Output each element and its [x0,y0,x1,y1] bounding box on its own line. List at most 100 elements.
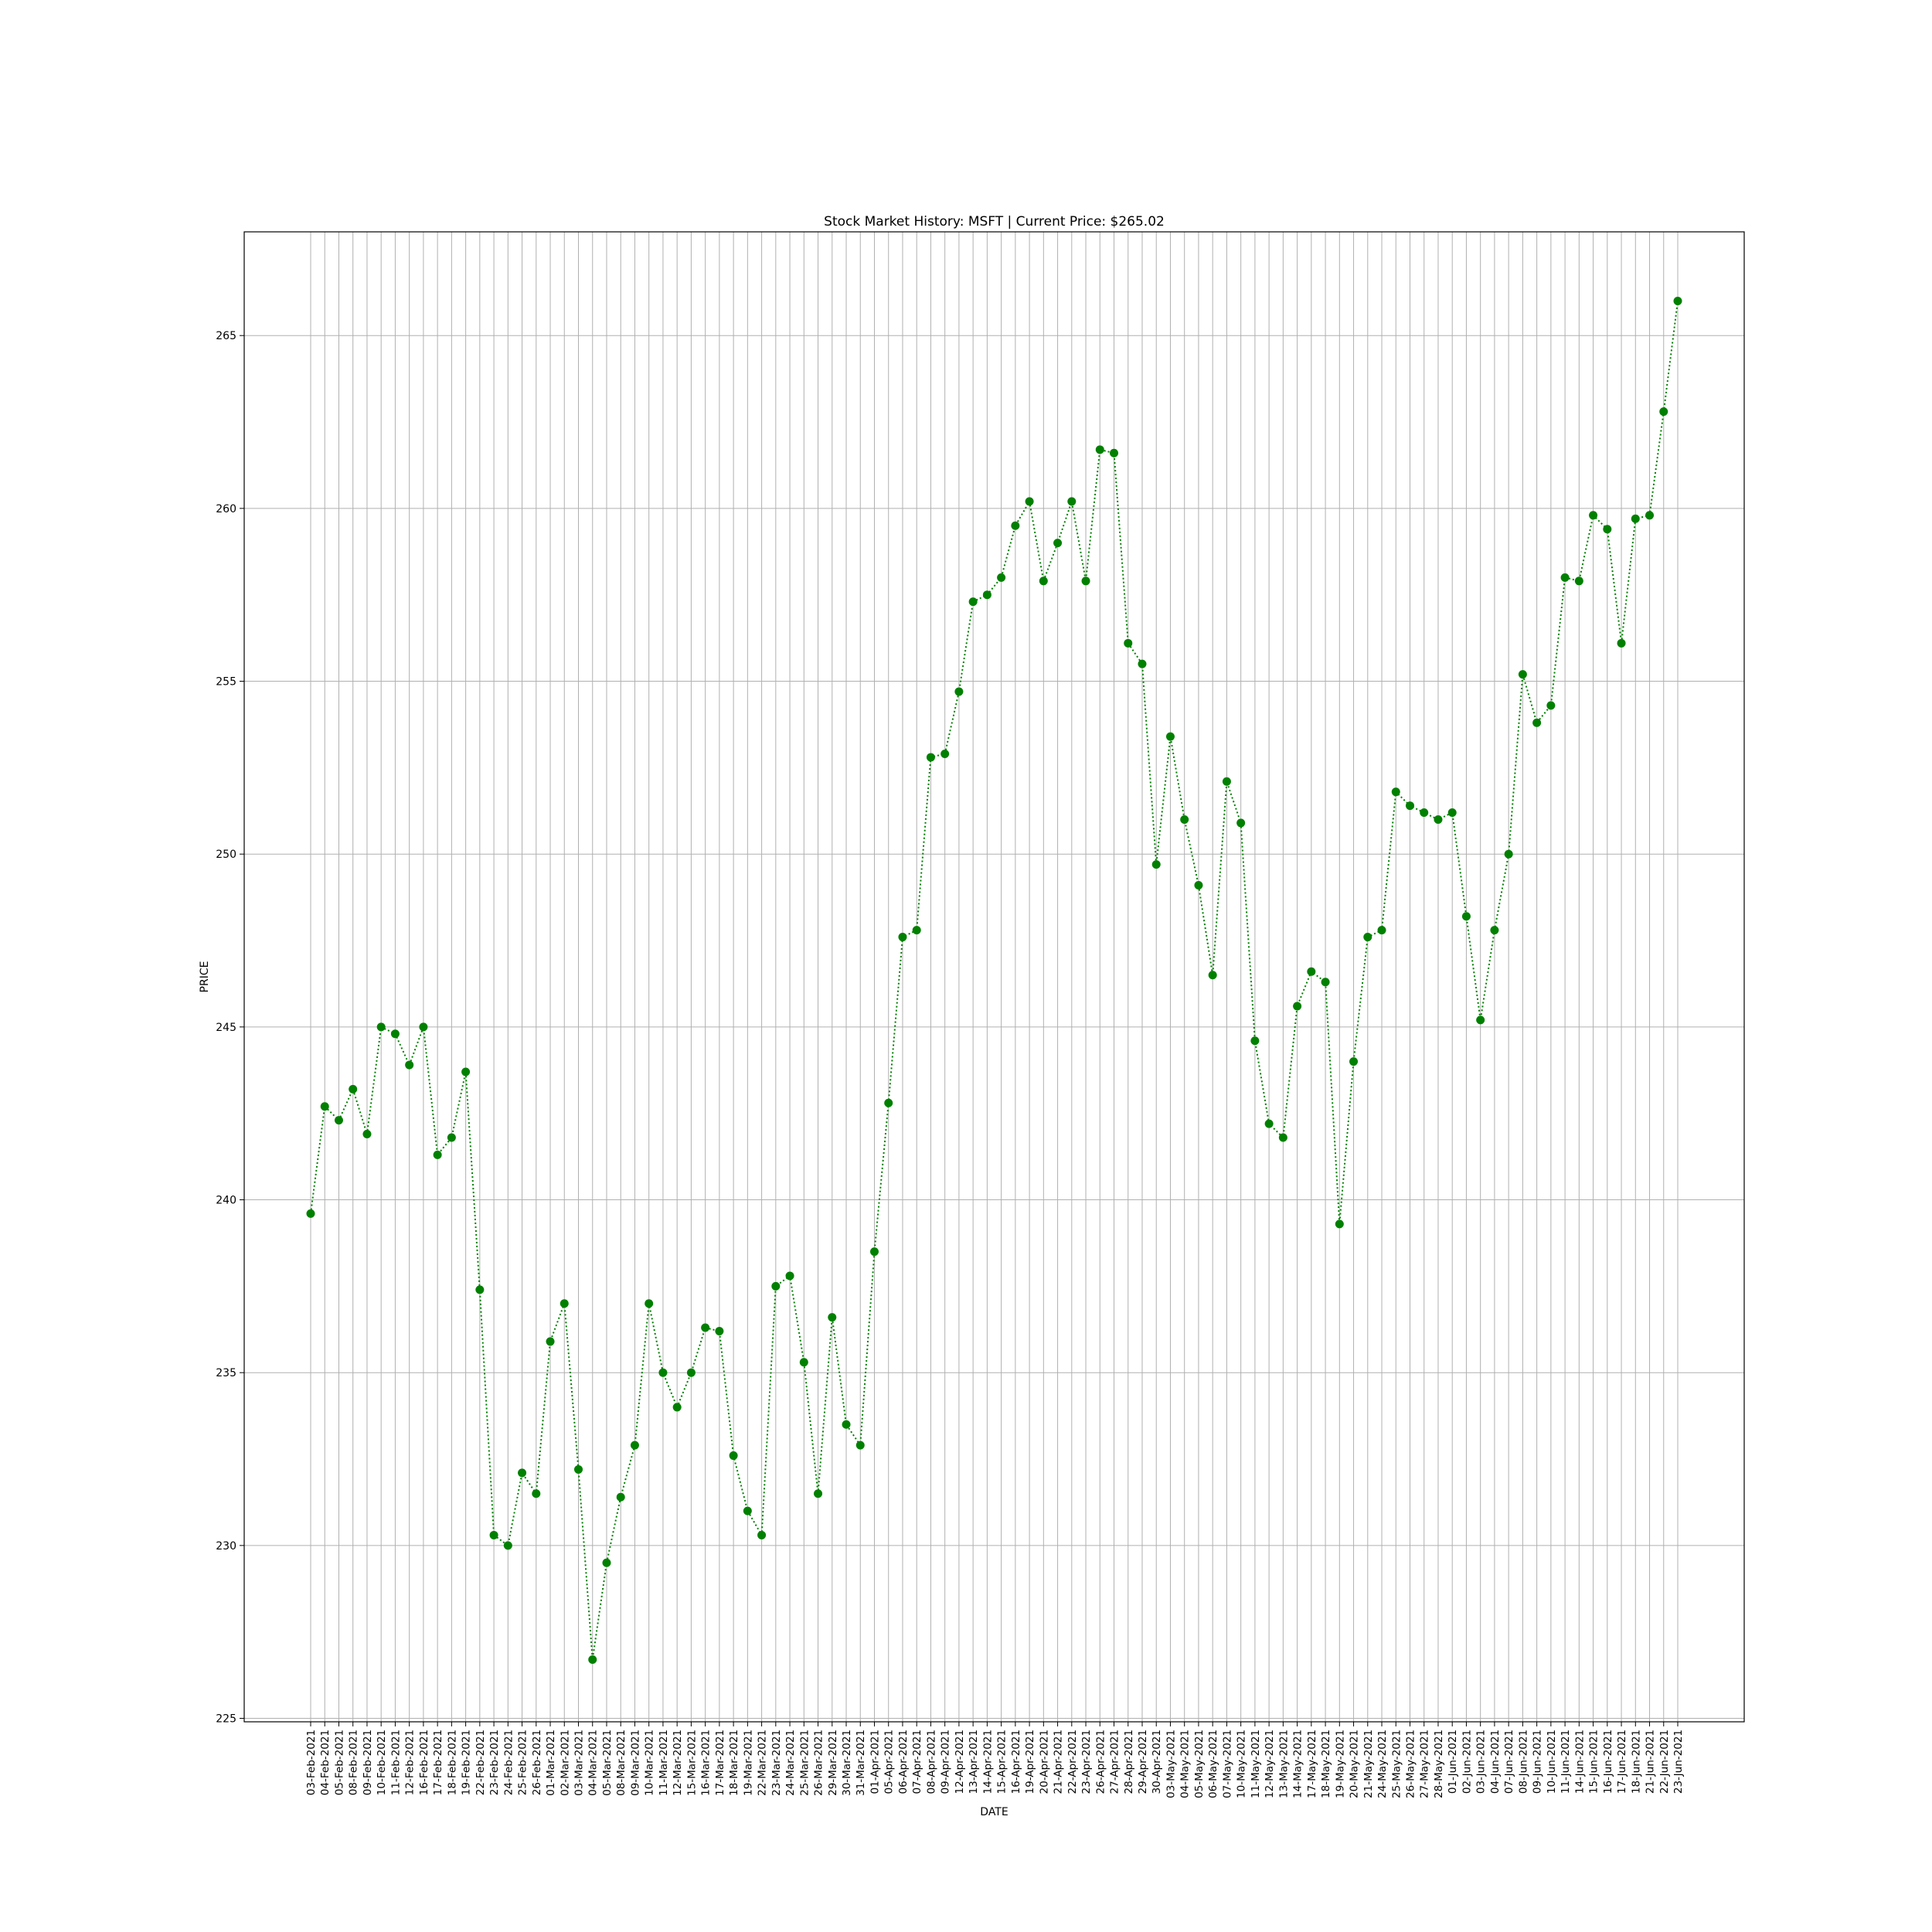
x-tick-label: 24-May-2021 [1376,1730,1389,1798]
price-point [1645,511,1655,520]
price-point [1067,497,1077,506]
x-tick-label: 05-Feb-2021 [333,1730,345,1795]
price-point [1560,573,1570,582]
x-tick-label: 23-Jun-2021 [1672,1730,1685,1794]
x-tick-label: 01-Mar-2021 [545,1730,557,1796]
price-point [1053,539,1063,548]
price-point [672,1403,682,1412]
price-point [982,590,992,600]
x-tick-label: 04-Mar-2021 [587,1730,600,1796]
x-tick-label: 04-Jun-2021 [1489,1730,1502,1794]
x-tick-label: 20-Apr-2021 [1038,1730,1050,1794]
chart-title: Stock Market History: MSFT | Current Pri… [824,214,1165,230]
price-point [997,573,1006,582]
x-tick-label: 16-Mar-2021 [700,1730,713,1796]
x-tick-label: 07-Jun-2021 [1503,1730,1515,1794]
x-tick-label: 09-Jun-2021 [1532,1730,1544,1794]
x-tick-label: 30-Mar-2021 [841,1730,853,1796]
x-tick-label: 17-Mar-2021 [714,1730,726,1796]
price-point [447,1133,456,1142]
x-tick-label: 19-Apr-2021 [1024,1730,1036,1794]
x-tick-label: 12-May-2021 [1264,1730,1276,1798]
price-point [1589,511,1598,520]
price-point [1518,670,1527,679]
x-tick-label: 26-Feb-2021 [531,1730,543,1795]
x-tick-label: 27-Apr-2021 [1109,1730,1121,1794]
price-point [1434,815,1443,824]
price-point [1335,1219,1344,1229]
x-tick-label: 08-Feb-2021 [348,1730,360,1795]
price-point [518,1468,527,1478]
x-tick-label: 11-May-2021 [1250,1730,1262,1798]
price-point [912,926,921,935]
price-point [1165,732,1175,741]
price-point [1307,967,1316,976]
x-tick-label: 26-May-2021 [1404,1730,1417,1798]
x-tick-label: 29-Mar-2021 [827,1730,839,1796]
price-point [1603,525,1612,534]
x-tick-label: 09-Mar-2021 [629,1730,641,1796]
price-point [1476,1015,1485,1025]
x-tick-label: 06-Apr-2021 [897,1730,910,1794]
price-point [489,1530,498,1539]
price-point [658,1368,668,1377]
price-point [475,1285,485,1294]
price-point [334,1116,343,1125]
price-point [898,933,907,942]
x-tick-label: 19-Mar-2021 [742,1730,754,1796]
y-tick-label: 235 [216,1367,236,1379]
price-point [926,753,935,762]
x-tick-label: 04-Feb-2021 [319,1730,332,1795]
x-tick-label: 22-Apr-2021 [1066,1730,1079,1794]
x-tick-label: 03-May-2021 [1165,1730,1177,1798]
x-tick-label: 01-Apr-2021 [869,1730,881,1794]
x-tick-label: 17-May-2021 [1306,1730,1318,1798]
price-point [1011,521,1020,530]
x-tick-label: 15-Mar-2021 [685,1730,698,1796]
x-tick-label: 03-Mar-2021 [573,1730,586,1796]
price-point [954,687,964,696]
price-point [743,1506,752,1515]
x-tick-label: 11-Jun-2021 [1560,1730,1572,1794]
x-axis-title: DATE [980,1806,1008,1818]
x-tick-label: 14-Apr-2021 [981,1730,994,1794]
price-point [1293,1002,1302,1011]
x-tick-label: 11-Mar-2021 [658,1730,670,1796]
price-point [1194,880,1203,889]
price-point [532,1489,541,1498]
x-tick-label: 28-May-2021 [1433,1730,1445,1798]
x-tick-label: 24-Feb-2021 [502,1730,515,1795]
x-tick-label: 10-Jun-2021 [1546,1730,1558,1794]
price-point [842,1420,851,1429]
price-point [1447,808,1457,818]
price-point [362,1130,372,1139]
x-tick-label: 25-Mar-2021 [798,1730,811,1796]
x-tick-label: 21-Jun-2021 [1645,1730,1657,1794]
price-point [1151,860,1161,869]
price-point [1081,577,1090,586]
price-point [1461,912,1471,921]
x-tick-label: 12-Feb-2021 [404,1730,417,1795]
x-tick-label: 19-May-2021 [1334,1730,1346,1798]
x-tick-label: 18-Feb-2021 [446,1730,458,1795]
x-tick-label: 15-Jun-2021 [1588,1730,1600,1794]
x-tick-label: 26-Mar-2021 [813,1730,825,1796]
price-point [828,1313,837,1322]
x-tick-label: 26-Apr-2021 [1094,1730,1107,1794]
x-tick-label: 10-Feb-2021 [376,1730,388,1795]
price-point [560,1299,569,1308]
price-point [968,597,978,607]
price-line [310,301,1679,1660]
x-tick-label: 22-Jun-2021 [1658,1730,1671,1794]
y-tick-label: 255 [216,676,236,689]
price-point [1124,638,1133,648]
x-tick-label: 23-Feb-2021 [488,1730,501,1795]
x-tick-label: 10-Mar-2021 [644,1730,656,1796]
x-tick-label: 14-Jun-2021 [1573,1730,1586,1794]
x-tick-label: 25-May-2021 [1390,1730,1403,1798]
y-tick-label: 225 [216,1713,236,1726]
x-tick-label: 09-Apr-2021 [940,1730,952,1794]
x-tick-label: 30-Apr-2021 [1151,1730,1163,1794]
